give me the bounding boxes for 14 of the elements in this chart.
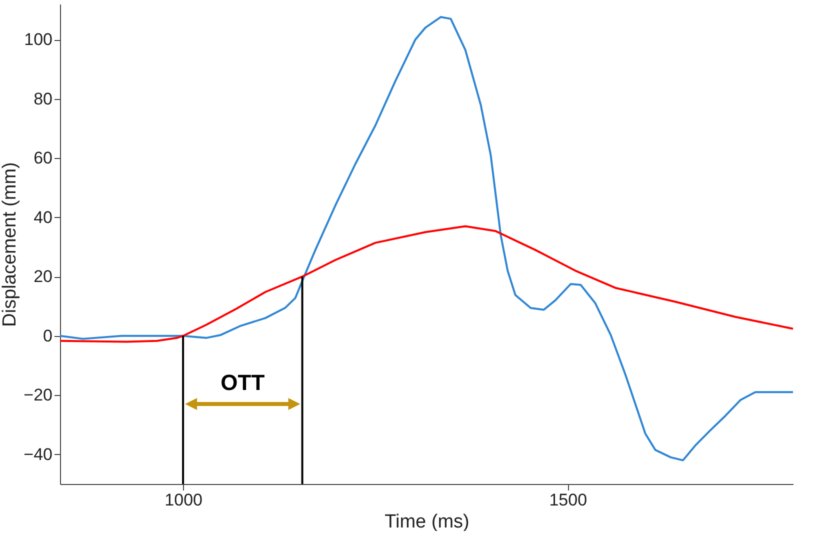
y-tick-label: −40 <box>24 444 52 464</box>
annotation: OTT <box>220 370 266 395</box>
y-tick-label: 100 <box>24 30 52 50</box>
y-tick-label: 60 <box>34 148 52 168</box>
y-tick-label: 0 <box>43 326 52 346</box>
y-tick-label: 40 <box>34 208 52 227</box>
x-tick-label: 1500 <box>549 490 588 510</box>
x-tick-label: 1000 <box>164 490 202 510</box>
y-tick-label: 80 <box>34 89 52 108</box>
line-series <box>59 16 794 462</box>
y-axis-title: Displacement (mm) <box>0 162 21 327</box>
line-series <box>59 225 794 343</box>
y-tick-label: −20 <box>24 386 52 405</box>
y-tick-label: 20 <box>34 267 52 286</box>
